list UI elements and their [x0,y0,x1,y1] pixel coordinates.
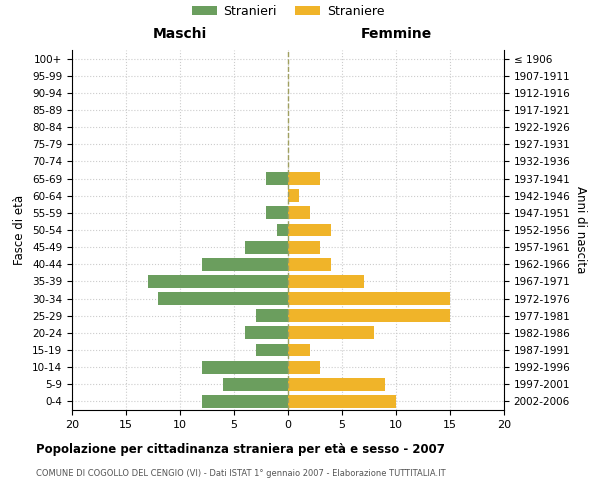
Text: COMUNE DI COGOLLO DEL CENGIO (VI) - Dati ISTAT 1° gennaio 2007 - Elaborazione TU: COMUNE DI COGOLLO DEL CENGIO (VI) - Dati… [36,468,446,477]
Bar [256,344,288,356]
Bar [288,224,331,236]
Bar [288,310,450,322]
Bar [245,240,288,254]
Bar [288,206,310,220]
Bar [288,326,374,340]
Bar [288,240,320,254]
Text: Maschi: Maschi [153,28,207,42]
Bar [288,172,320,185]
Bar [202,258,288,270]
Bar [288,275,364,288]
Bar [202,395,288,408]
Bar [256,310,288,322]
Text: Femmine: Femmine [361,28,431,42]
Bar [277,224,288,236]
Y-axis label: Anni di nascita: Anni di nascita [574,186,587,274]
Bar [158,292,288,305]
Bar [266,206,288,220]
Bar [148,275,288,288]
Bar [288,360,320,374]
Bar [288,190,299,202]
Bar [288,395,396,408]
Bar [223,378,288,390]
Text: Popolazione per cittadinanza straniera per età e sesso - 2007: Popolazione per cittadinanza straniera p… [36,442,445,456]
Bar [202,360,288,374]
Bar [288,344,310,356]
Legend: Stranieri, Straniere: Stranieri, Straniere [187,0,389,22]
Y-axis label: Fasce di età: Fasce di età [13,195,26,265]
Bar [245,326,288,340]
Bar [288,292,450,305]
Bar [266,172,288,185]
Bar [288,378,385,390]
Bar [288,258,331,270]
